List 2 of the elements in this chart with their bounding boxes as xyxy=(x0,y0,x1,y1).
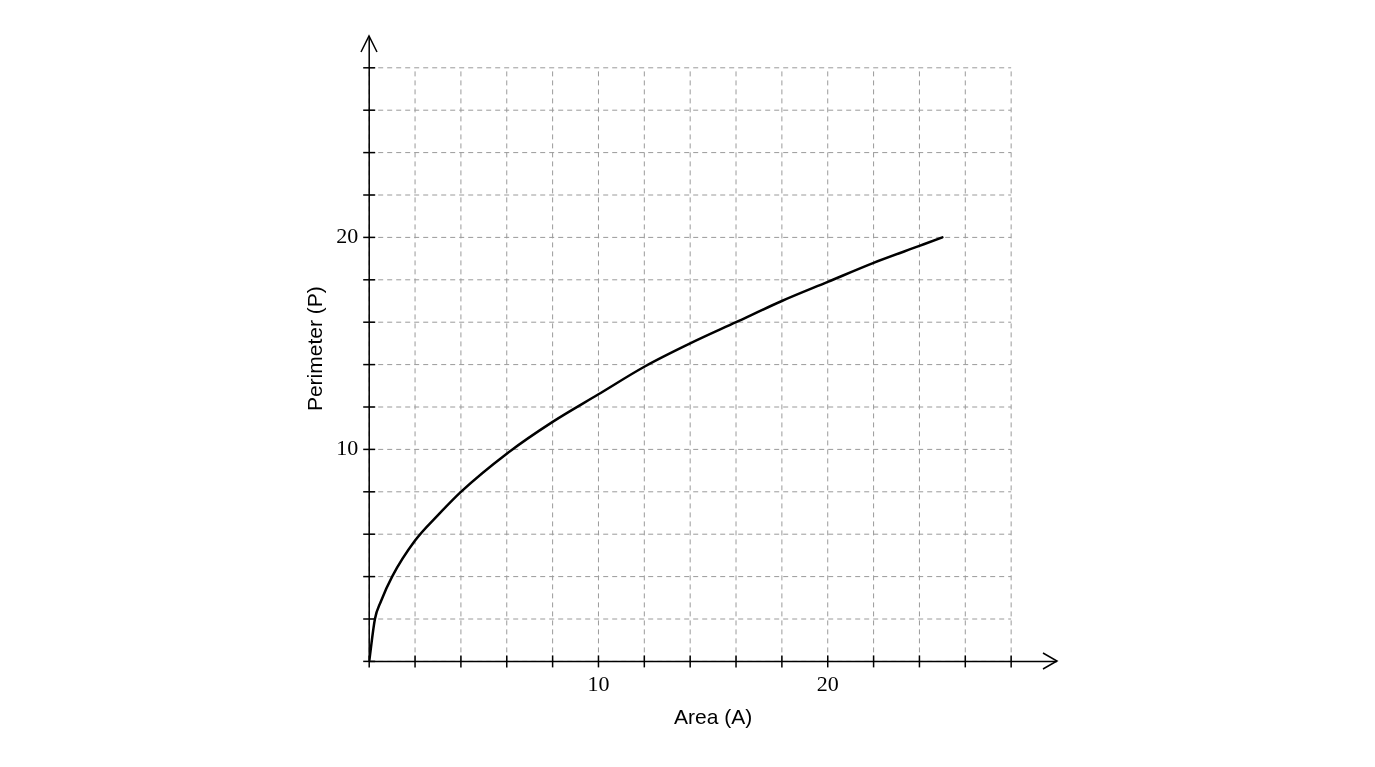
y-axis-title: Perimeter (P) xyxy=(303,286,327,412)
x-axis-title: Area (A) xyxy=(674,705,753,729)
